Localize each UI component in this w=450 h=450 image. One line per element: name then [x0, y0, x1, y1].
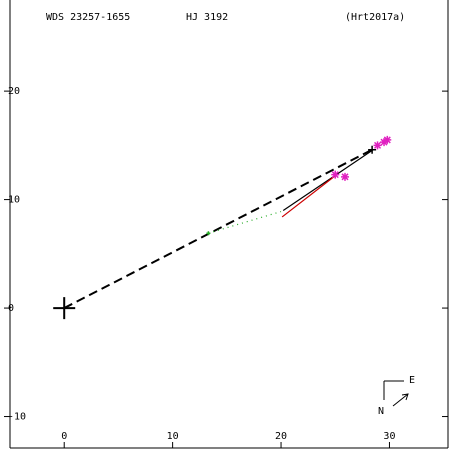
- compass: N E: [378, 375, 415, 417]
- x-tick-label: 20: [275, 431, 287, 442]
- observation: [380, 138, 389, 147]
- compass-north: N: [378, 406, 384, 417]
- compass-east: E: [409, 375, 415, 386]
- header-name: HJ 3192: [186, 12, 228, 23]
- header-ref: (Hrt2017a): [345, 12, 405, 23]
- y-tick-label: 10: [8, 195, 20, 206]
- x-tick-label: 10: [167, 431, 179, 442]
- orbit-line: [281, 175, 336, 218]
- x-tick-label: 30: [383, 431, 395, 442]
- x-tick-label: 0: [61, 431, 67, 442]
- observation: [341, 172, 350, 181]
- marker: [368, 145, 377, 154]
- header-wds: WDS 23257-1655: [46, 12, 130, 23]
- observation: [373, 141, 382, 150]
- observation: [331, 170, 340, 179]
- y-tick-label: 0: [8, 303, 14, 314]
- orbit-line: [282, 149, 374, 211]
- observation: [383, 135, 392, 144]
- y-tick-label: -10: [8, 412, 26, 423]
- marker: [206, 231, 211, 236]
- marker: [53, 297, 76, 320]
- compass-arrow: [392, 393, 409, 407]
- y-tick-label: 20: [8, 86, 20, 97]
- orbit-line: [63, 148, 373, 309]
- compass-arrowhead: [401, 393, 409, 401]
